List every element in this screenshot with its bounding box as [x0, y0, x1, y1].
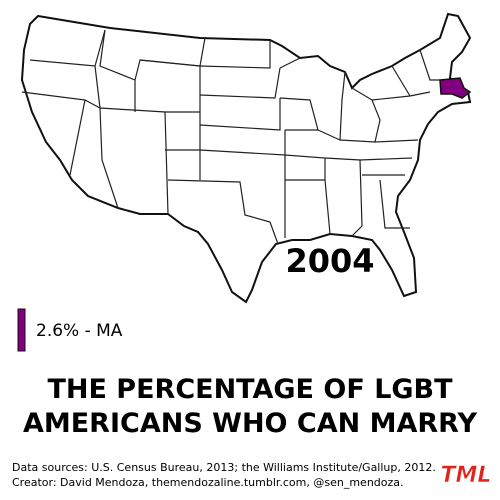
state-borders	[21, 29, 440, 245]
creator: Creator: David Mendoza, themendozaline.t…	[12, 476, 404, 489]
title-line: AMERICANS WHO CAN MARRY	[23, 408, 478, 439]
title-line: THE PERCENTAGE OF LGBT	[47, 374, 453, 405]
logo: TML	[441, 463, 492, 488]
legend-bar	[17, 308, 26, 352]
sources: Data sources: U.S. Census Bureau, 2013; …	[12, 461, 436, 474]
massachusetts	[439, 77, 472, 99]
us-map	[20, 12, 472, 304]
year: 2004	[285, 242, 374, 280]
legend-label: 2.6% - MA	[36, 321, 123, 341]
